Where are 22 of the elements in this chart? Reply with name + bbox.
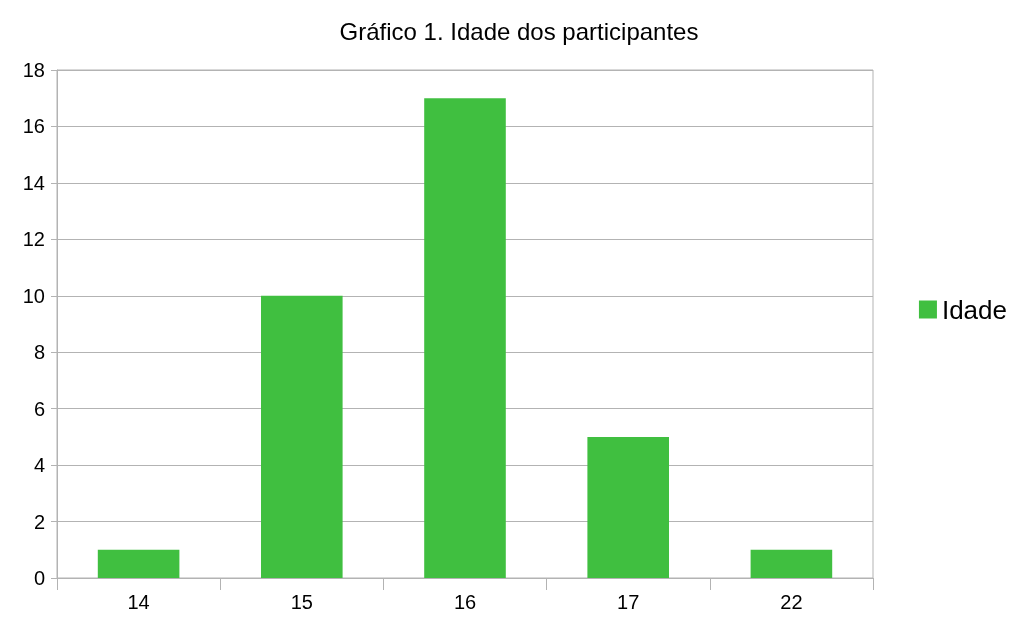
y-tick-label: 10 bbox=[22, 284, 45, 307]
y-tick-label: 2 bbox=[33, 510, 45, 533]
y-tick-label: 6 bbox=[33, 397, 45, 420]
y-tick-label: 14 bbox=[22, 171, 45, 194]
legend-label: Idade bbox=[941, 294, 1008, 325]
x-tick-label: 15 bbox=[290, 591, 313, 613]
chart-title: Gráfico 1. Idade dos participantes bbox=[339, 17, 699, 45]
bar bbox=[424, 98, 506, 578]
x-tick-label: 16 bbox=[453, 591, 477, 613]
x-tick-label: 14 bbox=[127, 591, 150, 613]
y-tick-label: 8 bbox=[33, 341, 45, 364]
bar bbox=[587, 436, 669, 578]
x-tick-label: 17 bbox=[617, 591, 640, 613]
bar bbox=[97, 549, 180, 578]
x-tick-label: 22 bbox=[780, 591, 803, 613]
y-tick-label: 16 bbox=[22, 115, 45, 138]
bar bbox=[261, 295, 343, 578]
y-tick-label: 12 bbox=[22, 228, 45, 251]
y-tick-label: 0 bbox=[33, 567, 45, 589]
y-tick-label: 4 bbox=[33, 454, 45, 477]
bar bbox=[750, 549, 833, 578]
y-tick-label: 18 bbox=[22, 59, 45, 81]
